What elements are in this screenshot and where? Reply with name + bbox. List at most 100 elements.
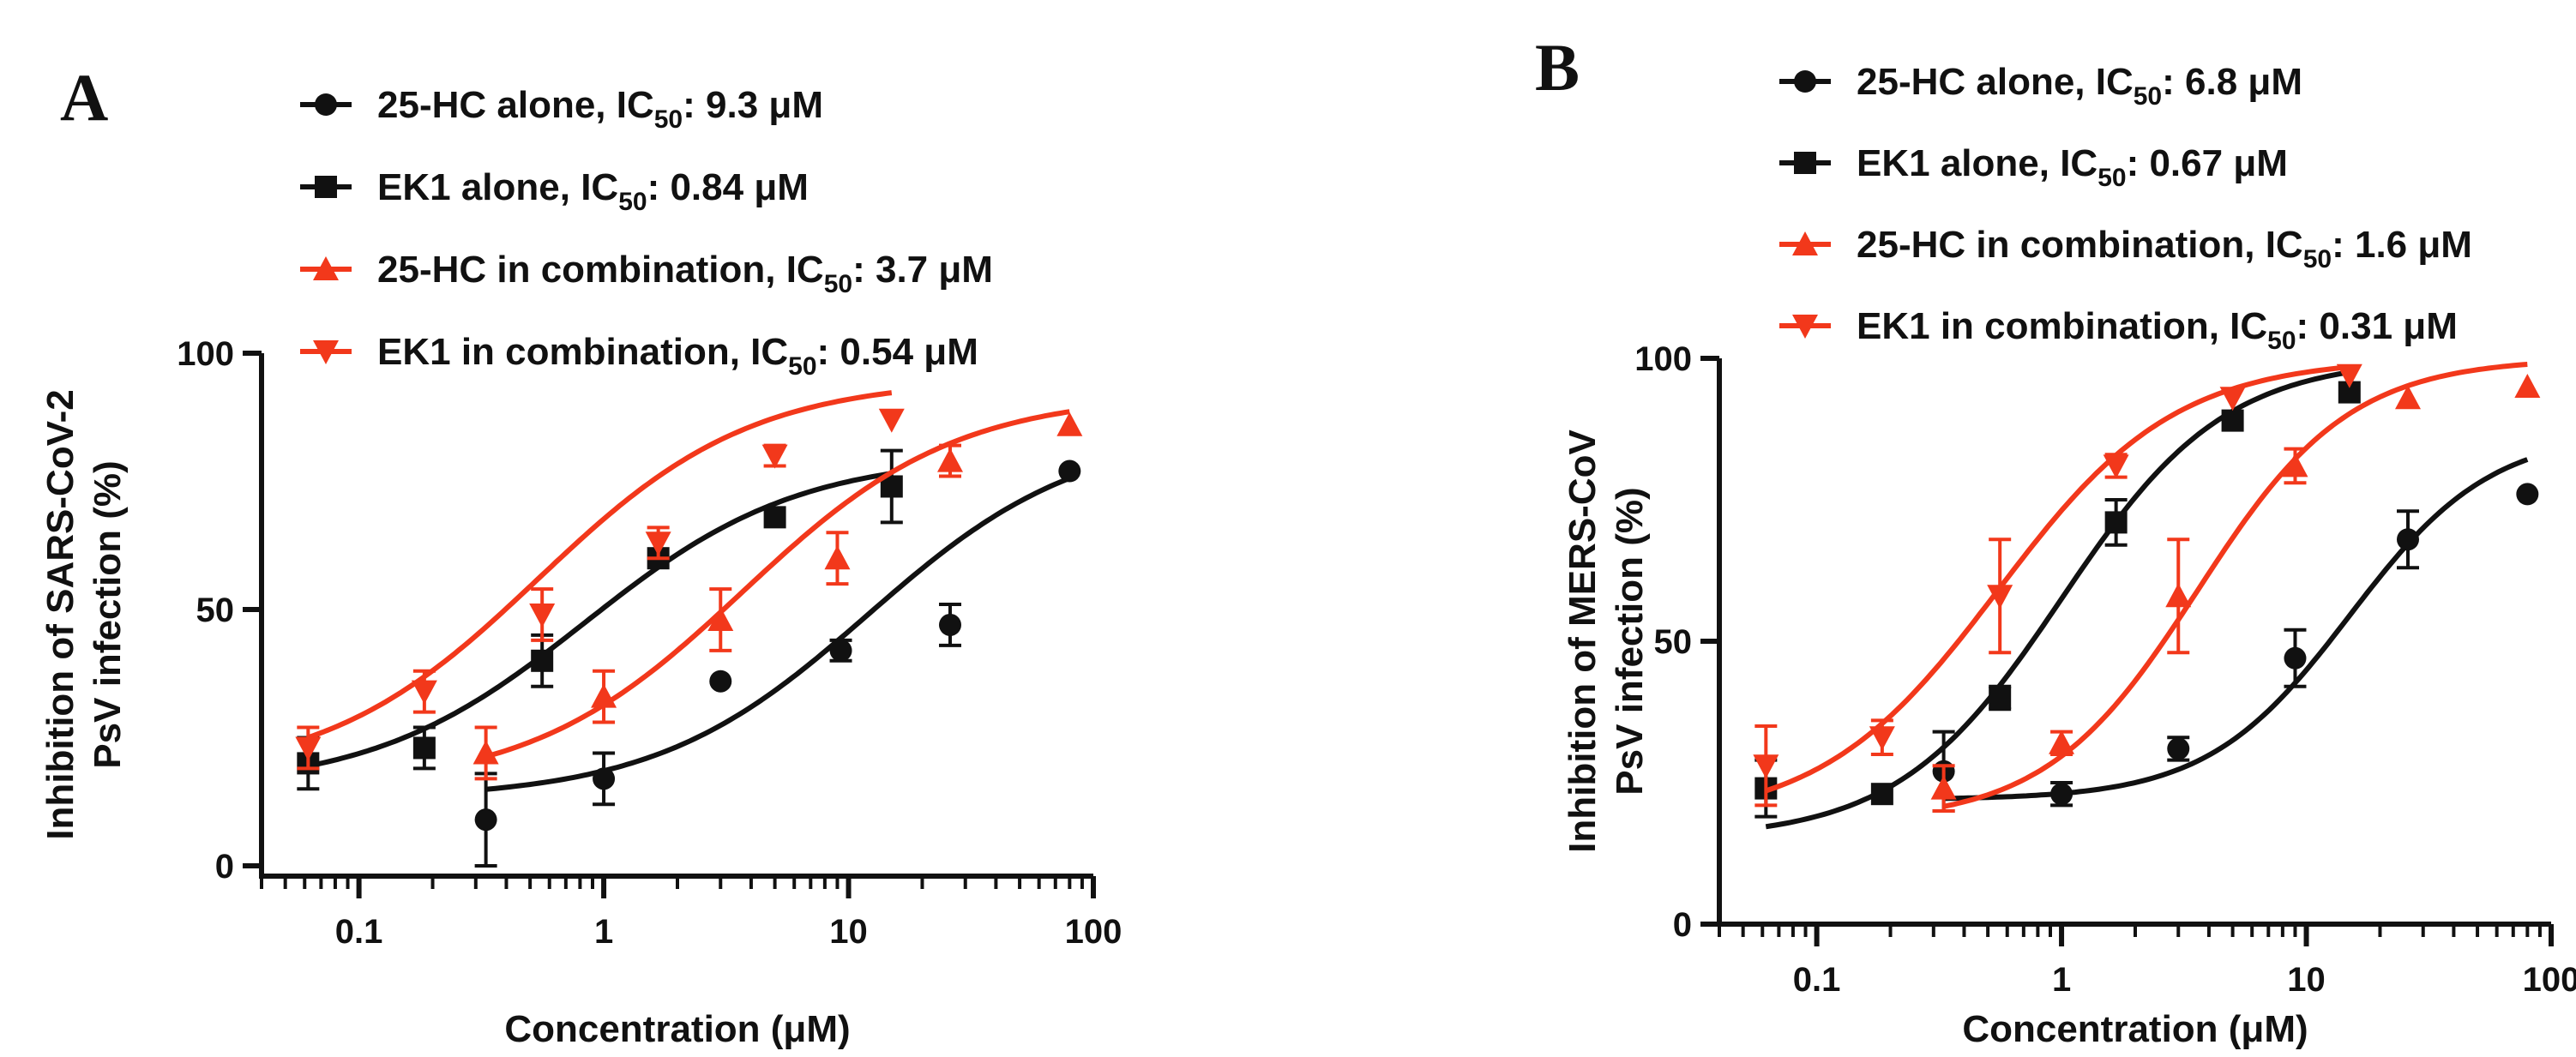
legend-ic-prefix: IC [786, 249, 824, 291]
legend-entry: 25-HC in combination, IC50: 3.7 μM [300, 249, 993, 298]
x-tick-label: 0.1 [1793, 961, 1841, 999]
panel-a-plot: 0 50 100 0.1 1 10 100 Concentration (μM) Inhibit… [39, 335, 1122, 1050]
legend-marker [315, 176, 337, 198]
legend-ic50-value: 0.31 μM [2319, 305, 2457, 347]
fit-curve [307, 471, 893, 769]
legend-ic50-value: 3.7 μM [876, 249, 993, 291]
x-tick-label: 100 [2523, 961, 2576, 999]
legend-marker [315, 93, 337, 116]
data-point [2049, 730, 2075, 754]
x-tick-label: 10 [2287, 961, 2326, 999]
panel-a-legend: 25-HC alone, IC50: 9.3 μM EK1 alone, IC50… [300, 84, 993, 381]
data-point [2514, 374, 2541, 398]
data-point [2165, 583, 2192, 608]
legend-entry: EK1 alone, IC50: 0.84 μM [300, 166, 809, 216]
legend-ic50-value: 0.67 μM [2149, 142, 2287, 184]
data-point [2396, 528, 2419, 551]
panel-b-letter: B [1535, 30, 1580, 105]
data-point [1753, 754, 1779, 779]
legend-ic-subscript: 50 [824, 270, 852, 298]
legend-ic50-value: 0.54 μM [840, 331, 978, 373]
x-tick-label: 1 [594, 913, 613, 951]
legend-series-name: 25-HC in combination, [377, 249, 786, 291]
legend-ic-subscript: 50 [2098, 164, 2126, 192]
data-point [763, 506, 786, 529]
legend-series-name: 25-HC in combination, [1857, 224, 2266, 266]
y-axis-label: PsV infection (%) [87, 460, 129, 768]
data-point [591, 683, 617, 708]
legend-marker [1792, 231, 1818, 255]
series-square [297, 448, 903, 791]
data-point [1930, 775, 1957, 800]
series-circle [1932, 457, 2539, 813]
x-tick-label: 10 [829, 913, 868, 951]
legend-marker [313, 340, 339, 364]
legend-series-name: 25-HC alone, [377, 84, 617, 126]
legend-entry: EK1 in combination, IC50: 0.31 μM [1779, 305, 2458, 355]
data-point [1989, 687, 2012, 709]
legend-series-name: EK1 in combination, [377, 331, 750, 373]
legend-entry: EK1 alone, IC50: 0.67 μM [1779, 142, 2288, 192]
legend-colon: : [2162, 61, 2185, 103]
data-point [2103, 454, 2129, 479]
x-tick-label: 100 [1065, 913, 1122, 951]
y-axis-label: Inhibition of SARS-CoV-2 [39, 389, 81, 840]
legend-ic-subscript: 50 [2303, 245, 2332, 273]
legend-ic-subscript: 50 [2267, 327, 2296, 355]
series-triangle-down [1753, 363, 2362, 808]
legend-ic-subscript: 50 [618, 188, 647, 216]
legend-label: 25-HC in combination, IC50: 1.6 μM [1857, 224, 2472, 273]
legend-ic50-value: 0.84 μM [670, 166, 808, 208]
legend-ic-subscript: 50 [654, 105, 683, 134]
data-point [2282, 453, 2308, 477]
legend-colon: : [2332, 224, 2355, 266]
legend-ic-prefix: IC [617, 84, 654, 126]
legend-colon: : [817, 331, 840, 373]
data-point [295, 736, 322, 761]
fit-curve [485, 476, 1071, 792]
legend-label: EK1 in combination, IC50: 0.54 μM [377, 331, 978, 381]
series-triangle-down [295, 390, 905, 771]
legend-label: EK1 alone, IC50: 0.67 μM [1857, 142, 2288, 192]
legend-series-name: 25-HC alone, [1857, 61, 2096, 103]
data-point [2284, 646, 2307, 670]
legend-ic-prefix: IC [2060, 142, 2098, 184]
data-point [474, 808, 497, 832]
fit-curve [307, 390, 893, 741]
y-tick-label: 100 [177, 335, 234, 373]
data-point [2050, 783, 2073, 806]
data-point [1056, 411, 1083, 436]
legend-ic-prefix: IC [2096, 61, 2134, 103]
series-square [1754, 369, 2361, 830]
legend-colon: : [2127, 142, 2150, 184]
legend-label: 25-HC alone, IC50: 9.3 μM [377, 84, 823, 134]
legend-colon: : [683, 84, 706, 126]
legend-marker [313, 256, 339, 280]
series-triangle-up [1930, 362, 2541, 813]
data-point [936, 447, 963, 472]
legend-ic-subscript: 50 [788, 352, 816, 381]
data-point [824, 545, 851, 570]
series-triangle-up [472, 409, 1083, 781]
legend-colon: : [852, 249, 876, 291]
data-point [2221, 409, 2244, 432]
data-point [593, 767, 616, 790]
series-circle [474, 459, 1081, 868]
legend-marker [1794, 152, 1816, 174]
data-point [938, 613, 961, 636]
legend-ic-prefix: IC [2266, 224, 2303, 266]
y-tick-label: 50 [1654, 623, 1693, 661]
legend-series-name: EK1 alone, [1857, 142, 2060, 184]
data-point [2104, 511, 2128, 534]
data-point [2336, 363, 2362, 388]
data-point [829, 639, 852, 662]
legend-ic-prefix: IC [581, 166, 618, 208]
y-axis-label: Inhibition of MERS-CoV [1562, 429, 1604, 853]
data-point [411, 680, 437, 705]
legend-ic50-value: 6.8 μM [2185, 61, 2302, 103]
data-point [2167, 737, 2190, 760]
legend-colon: : [2296, 305, 2320, 347]
